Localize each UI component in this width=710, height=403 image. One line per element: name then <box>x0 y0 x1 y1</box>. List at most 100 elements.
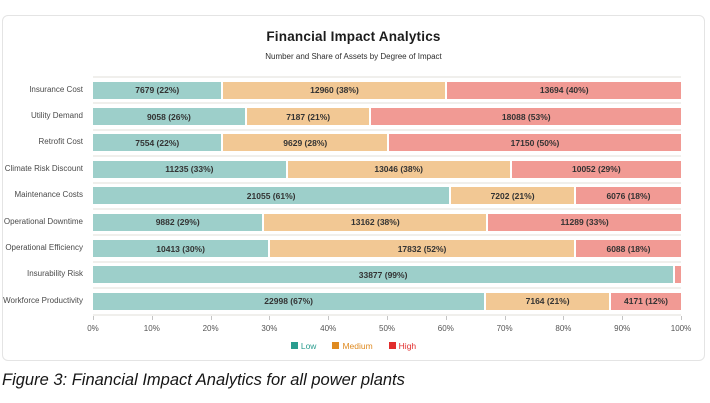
axis-tick <box>681 315 682 320</box>
bar-segment-label: 13162 (38%) <box>350 217 400 228</box>
axis-tick <box>151 315 153 320</box>
axis-tick-label: 80% <box>555 323 572 333</box>
bar-segment-high <box>675 266 681 284</box>
bar-track: 11235 (33%) 13046 (38%) 10052 (29%) <box>93 155 681 181</box>
legend-item: Medium <box>332 341 373 351</box>
chart-row: Insurability Risk 33877 (99%) <box>3 260 704 287</box>
bar-segment-label: 13694 (40%) <box>539 85 589 96</box>
category-label: Climate Risk Discount <box>4 163 83 173</box>
axis-tick-label: 40% <box>320 323 337 333</box>
category-label: Insurance Cost <box>29 84 83 94</box>
category-label: Utility Demand <box>30 111 83 121</box>
category-label: Workforce Productivity <box>3 295 83 305</box>
bar-segment-label: 9058 (26%) <box>146 111 191 122</box>
bar-track: 9882 (29%) 13162 (38%) 11289 (33%) <box>93 207 681 234</box>
bar-segment-low: 33877 (99%) <box>93 266 674 284</box>
chart-card: Financial Impact Analytics Number and Sh… <box>2 15 705 361</box>
chart-row: Climate Risk Discount 11235 (33%) 13046 (3… <box>3 155 704 181</box>
bar-segment-high: 10052 (29%) <box>511 160 681 178</box>
axis-tick-label: 100% <box>670 323 692 333</box>
stacked-bar: 9882 (29%) 13162 (38%) 11289 (33%) <box>93 213 681 231</box>
axis-tick-label: 90% <box>614 323 631 333</box>
axis-tick-label: 30% <box>261 323 278 333</box>
axis-tick <box>504 315 506 320</box>
chart-row: Retrofit Cost 7554 (22%) 9629 (28%) 17150 (… <box>3 128 704 155</box>
chart-row: Operational Downtime 9882 (29%) 13162 (38%… <box>3 207 704 234</box>
bar-track: 9058 (26%) 7187 (21%) 18088 (53%) <box>93 102 681 128</box>
bar-segment-low: 11235 (33%) <box>93 160 286 178</box>
axis-tick-label: 60% <box>437 323 454 333</box>
axis-tick <box>328 315 330 320</box>
bar-segment-label: 12960 (38%) <box>310 85 359 96</box>
bar-segment-label: 6088 (18%) <box>606 243 651 254</box>
bar-segment-label: 7187 (21%) <box>286 111 331 122</box>
bar-segment-low: 10413 (30%) <box>93 240 269 258</box>
legend-swatch-low <box>290 342 298 350</box>
bar-segment-label: 21055 (61%) <box>246 190 296 201</box>
axis-tick-label: 20% <box>202 323 219 333</box>
category-label: Operational Efficiency <box>5 243 83 253</box>
bar-segment-medium: 9629 (28%) <box>223 134 387 152</box>
axis-tick-label: 0% <box>87 323 99 333</box>
bar-segment-label: 13046 (38%) <box>374 164 424 175</box>
category-label: Maintenance Costs <box>14 190 83 200</box>
bar-track: 22998 (67%) 7164 (21%) 4171 (12%) <box>93 287 681 313</box>
bar-segment-label: 7554 (22%) <box>135 137 180 148</box>
bar-segment-low: 21055 (61%) <box>93 187 450 205</box>
chart-title: Financial Impact Analytics <box>266 29 441 44</box>
bar-segment-label: 17832 (52%) <box>397 243 447 254</box>
axis-tick <box>210 315 212 320</box>
plot-area: Insurance Cost 7679 (22%) 12960 (38%) 13694… <box>3 76 704 314</box>
legend-label: High <box>398 340 417 351</box>
legend-swatch-medium <box>332 342 340 350</box>
bar-segment-label: 10413 (30%) <box>156 243 205 254</box>
bar-segment-medium: 7164 (21%) <box>486 292 609 310</box>
bar-segment-label: 17150 (50%) <box>510 137 560 148</box>
legend-item: Low <box>290 340 317 351</box>
bar-segment-label: 9882 (29%) <box>155 217 200 228</box>
bar-segment-label: 18088 (53%) <box>501 111 551 122</box>
bar-segment-low: 9882 (29%) <box>93 213 263 231</box>
bar-segment-medium: 13046 (38%) <box>287 160 510 178</box>
bar-segment-label: 22998 (67%) <box>264 296 313 307</box>
legend-label: Low <box>300 340 317 351</box>
axis-tick-label: 70% <box>496 323 513 333</box>
bar-segment-low: 7554 (22%) <box>93 134 222 152</box>
legend-item: High <box>388 340 417 351</box>
bar-segment-medium: 13162 (38%) <box>264 213 487 231</box>
bar-segment-label: 33877 (99%) <box>358 269 408 280</box>
axis-tick <box>269 315 271 320</box>
chart-row: Insurance Cost 7679 (22%) 12960 (38%) 13694… <box>3 76 704 102</box>
bar-segment-high: 6088 (18%) <box>575 240 682 258</box>
bar-track: 7554 (22%) 9629 (28%) 17150 (50%) <box>93 128 681 155</box>
stacked-bar: 7554 (22%) 9629 (28%) 17150 (50%) <box>93 134 681 152</box>
bar-segment-high: 13694 (40%) <box>447 81 681 99</box>
bar-segment-low: 9058 (26%) <box>93 108 245 126</box>
legend-swatch-high <box>388 342 396 350</box>
bar-segment-label: 7202 (21%) <box>490 190 535 201</box>
chart-row: Workforce Productivity 22998 (67%) 7164 (2… <box>3 287 704 313</box>
bar-track: 33877 (99%) <box>93 260 681 287</box>
category-label: Retrofit Cost <box>38 137 83 147</box>
figure-caption: Figure 3: Financial Impact Analytics for… <box>2 371 405 389</box>
bar-segment-label: 7164 (21%) <box>525 296 570 307</box>
axis-tick-label: 10% <box>143 323 160 333</box>
bar-segment-high: 4171 (12%) <box>610 292 681 310</box>
axis-tick <box>445 315 447 320</box>
chart-subtitle: Number and Share of Assets by Degree of … <box>265 52 442 61</box>
axis-tick <box>387 315 388 320</box>
chart-row: Maintenance Costs 21055 (61%) 7202 (21%) 60… <box>3 181 704 208</box>
chart-row: Operational Efficiency 10413 (30%) 17832 (… <box>3 234 704 260</box>
category-label: Operational Downtime <box>3 216 83 226</box>
bar-track: 10413 (30%) 17832 (52%) 6088 (18%) <box>93 234 682 260</box>
axis-tick <box>563 315 565 320</box>
bar-segment-label: 10052 (29%) <box>571 164 621 175</box>
bar-segment-medium: 12960 (38%) <box>223 81 446 99</box>
bar-segment-high: 17150 (50%) <box>389 134 681 152</box>
stacked-bar: 21055 (61%) 7202 (21%) 6076 (18%) <box>93 187 681 205</box>
bar-segment-high: 11289 (33%) <box>488 213 681 231</box>
bar-track: 7679 (22%) 12960 (38%) 13694 (40%) <box>93 76 681 102</box>
bar-segment-medium: 7202 (21%) <box>451 187 574 205</box>
bar-segment-label: 11235 (33%) <box>165 164 214 175</box>
bar-segment-label: 4171 (12%) <box>623 296 668 307</box>
